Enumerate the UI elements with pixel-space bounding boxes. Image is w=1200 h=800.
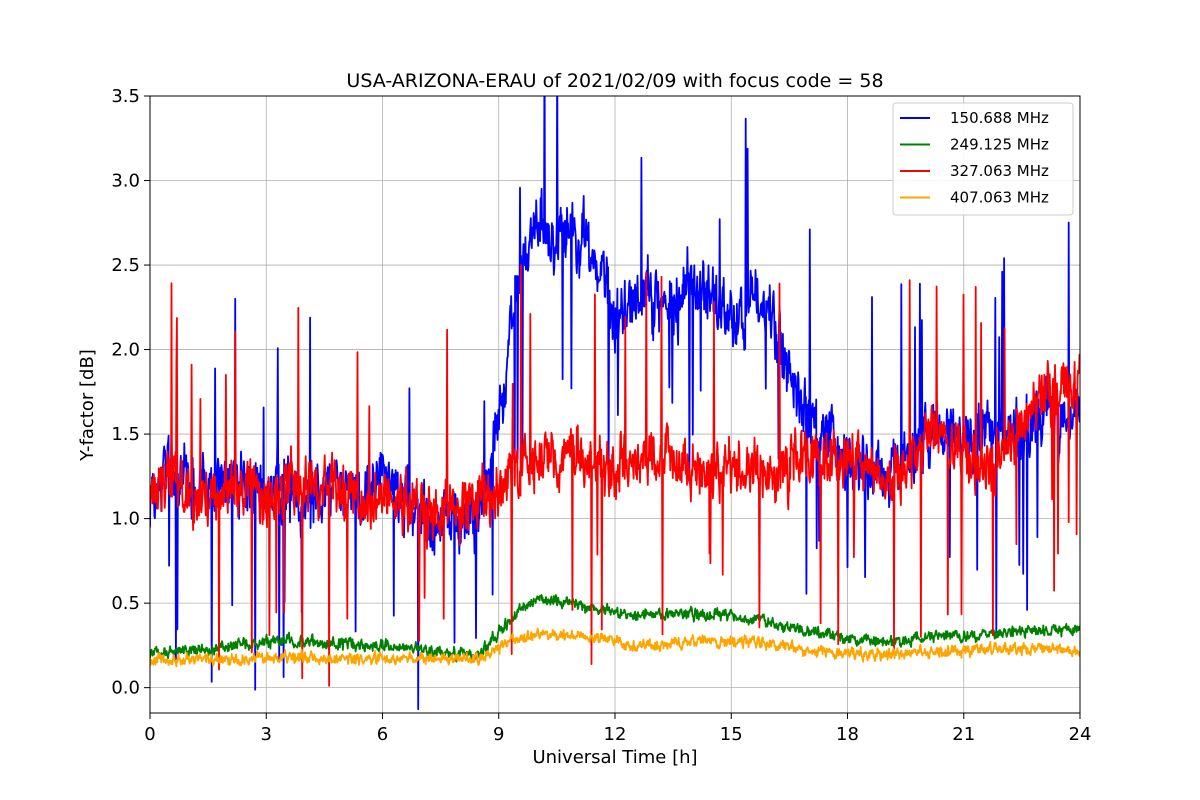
x-tick-label: 18 bbox=[836, 724, 859, 745]
x-tick-label: 9 bbox=[493, 724, 504, 745]
legend-label: 249.125 MHz bbox=[950, 136, 1049, 154]
legend-label: 407.063 MHz bbox=[950, 189, 1049, 207]
x-axis-label: Universal Time [h] bbox=[532, 747, 697, 768]
x-tick-label: 24 bbox=[1069, 724, 1092, 745]
x-tick-label: 15 bbox=[720, 724, 743, 745]
y-tick-label: 2.0 bbox=[111, 340, 140, 361]
series-line bbox=[150, 264, 1080, 687]
series-line bbox=[150, 96, 1080, 711]
y-axis-label: Y-factor [dB] bbox=[77, 349, 98, 462]
y-tick-label: 0.5 bbox=[111, 593, 140, 614]
x-tick-label: 0 bbox=[144, 724, 155, 745]
series-layer bbox=[150, 96, 1080, 711]
legend: 150.688 MHz 249.125 MHz 327.063 MHz 407.063… bbox=[892, 102, 1074, 216]
x-tick-label: 6 bbox=[377, 724, 388, 745]
chart-title: USA-ARIZONA-ERAU of 2021/02/09 with focu… bbox=[346, 70, 883, 92]
y-tick-label: 2.5 bbox=[111, 255, 140, 276]
x-axis: 0 3 6 9 12 15 18 21 24 bbox=[144, 713, 1091, 745]
y-axis: 0.0 0.5 1.0 1.5 2.0 2.5 3.0 3.5 bbox=[111, 86, 150, 699]
y-tick-label: 1.0 bbox=[111, 509, 140, 530]
y-tick-label: 3.0 bbox=[111, 171, 140, 192]
series-line bbox=[150, 594, 1080, 663]
series-line bbox=[150, 627, 1080, 668]
legend-label: 327.063 MHz bbox=[950, 162, 1049, 180]
x-tick-label: 21 bbox=[952, 724, 975, 745]
legend-label: 150.688 MHz bbox=[950, 109, 1049, 127]
y-tick-label: 1.5 bbox=[111, 424, 140, 445]
legend-box bbox=[892, 102, 1074, 216]
x-tick-label: 12 bbox=[604, 724, 627, 745]
x-tick-label: 3 bbox=[261, 724, 272, 745]
y-tick-label: 0.0 bbox=[111, 678, 140, 699]
y-tick-label: 3.5 bbox=[111, 86, 140, 107]
